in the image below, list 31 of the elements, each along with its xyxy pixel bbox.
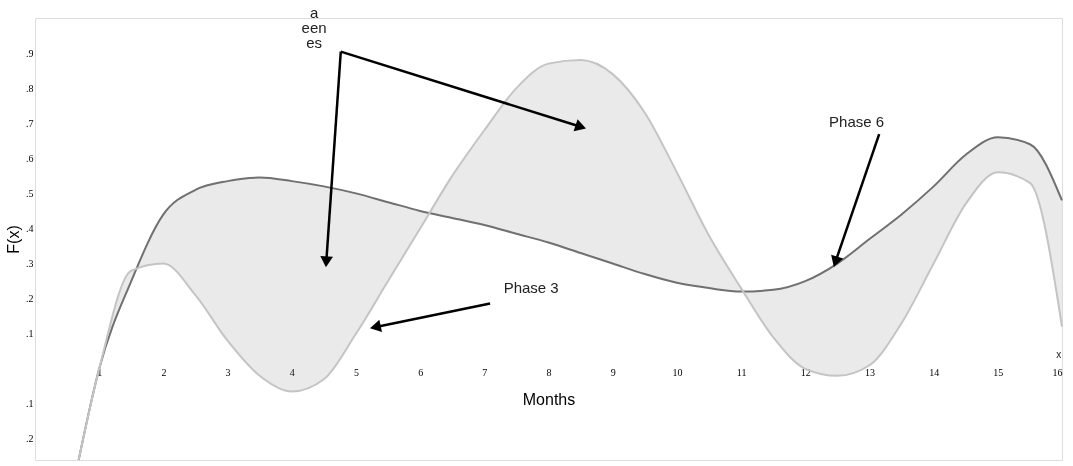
y-tick-label: .8 xyxy=(26,82,34,94)
y-tick-label: .2 xyxy=(26,433,34,445)
y-tick-label: .1 xyxy=(26,328,34,340)
x-axis-title: Months xyxy=(522,391,576,409)
annotation: Phase 6 xyxy=(829,113,885,131)
y-tick-label: .7 xyxy=(26,117,34,129)
y-axis-title: F(x) xyxy=(5,225,22,254)
y-tick-label: .4 xyxy=(26,222,34,234)
x-tick-label: 2 xyxy=(161,367,167,379)
x-tick-label: 5 xyxy=(353,367,359,379)
x-tick-label: 9 xyxy=(610,367,616,379)
y-tick-label: .2 xyxy=(26,293,34,305)
x-tick-label: 11 xyxy=(736,367,747,379)
annotation: a een es xyxy=(301,3,327,51)
x-tick-label: 14 xyxy=(929,367,940,379)
y-tick-label: .6 xyxy=(26,152,34,164)
y-tick-label: .5 xyxy=(26,187,34,199)
x-tick-label: 15 xyxy=(993,367,1004,379)
annotation: Phase 3 xyxy=(503,278,559,296)
y-tick-label: .1 xyxy=(26,398,34,410)
y-tick-label: .9 xyxy=(26,47,34,59)
y-tick-label: .3 xyxy=(26,258,34,270)
x-tick-label: 13 xyxy=(864,367,875,379)
x-tick-label: 8 xyxy=(546,367,552,379)
x-tick-label: 16 xyxy=(1052,367,1063,379)
x-tick-label: 10 xyxy=(672,367,683,379)
x-tick-label: 7 xyxy=(482,367,488,379)
x-tick-label: 3 xyxy=(225,367,231,379)
x-tick-label: 6 xyxy=(418,367,424,379)
x-tick-label: 4 xyxy=(289,367,295,379)
annotation: x xyxy=(1056,349,1062,361)
